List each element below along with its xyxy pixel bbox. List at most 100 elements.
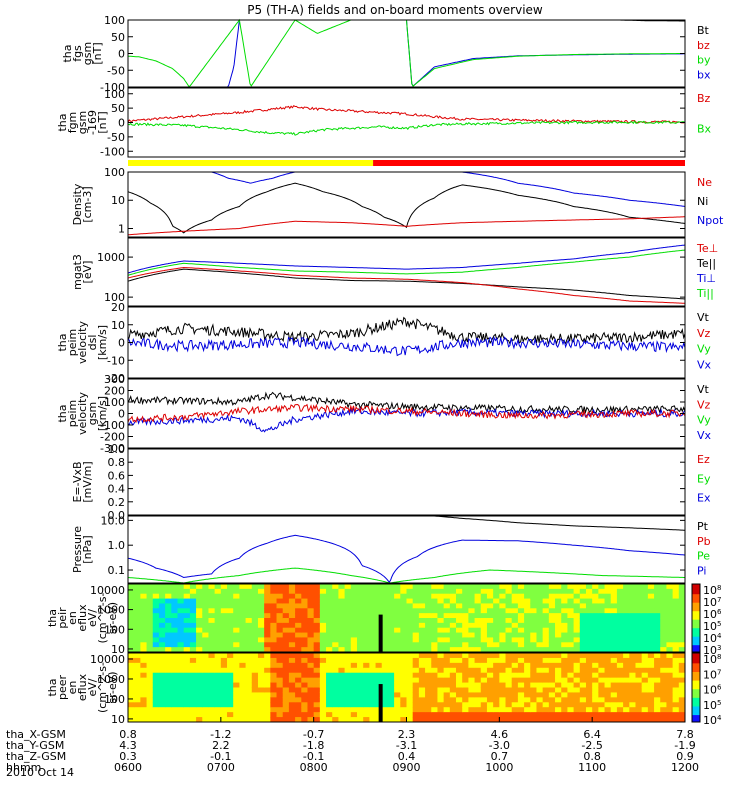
peer-cell (220, 712, 228, 718)
peir-cell (493, 622, 500, 629)
peer-cell (140, 697, 148, 703)
peir-cell (548, 613, 556, 619)
fgs-legend-by: by (697, 54, 711, 67)
peer-cell (517, 697, 525, 703)
peer-cell (499, 677, 507, 684)
peir-cell (598, 613, 606, 619)
xaxis-value: 0.8 (119, 728, 137, 741)
peer-cell (536, 712, 544, 718)
peir-cell (332, 622, 339, 629)
peir-cell (555, 627, 562, 634)
peer-cell (592, 662, 599, 669)
peir-cell (585, 627, 593, 634)
peer-cell (183, 677, 191, 684)
peer-cell (474, 707, 482, 713)
peir-cell (227, 608, 234, 614)
peer-colorbar-cell (692, 685, 700, 688)
peir-cell (616, 598, 624, 604)
peer-cell (363, 687, 370, 693)
peir-cell (282, 627, 290, 634)
peer-cell (326, 662, 333, 669)
peer-cell (672, 687, 680, 693)
peir-cell (585, 584, 593, 590)
peir-cell (245, 647, 253, 653)
peir-cell (183, 647, 191, 653)
peir-cell (678, 647, 686, 653)
peer-cell (567, 697, 575, 703)
peer-cell (604, 712, 612, 718)
peer-cell (654, 717, 661, 723)
peir-cell (573, 642, 581, 648)
peir-cell (418, 622, 426, 629)
peer-cell (412, 677, 420, 684)
peer-cell (134, 653, 141, 659)
peir-cell (270, 622, 278, 629)
peir-cell (400, 627, 407, 634)
peir-cell (592, 647, 599, 653)
peer-cell (499, 667, 507, 674)
peir-cell (474, 618, 482, 624)
peir-cell (282, 608, 290, 614)
peer-cell (573, 672, 581, 679)
peir-cell (530, 613, 537, 619)
peir-cell (480, 647, 488, 653)
peer-cell (542, 692, 550, 698)
peir-cell (171, 618, 179, 624)
peir-cell (641, 584, 649, 590)
peer-cell (239, 717, 247, 723)
peir-cell (369, 622, 377, 629)
peir-cell (220, 593, 228, 600)
peir-cell (363, 613, 370, 619)
xaxis-value: 1100 (578, 761, 606, 774)
peer-cell (542, 717, 550, 723)
peir-cell (295, 637, 302, 643)
peir-cell (660, 632, 667, 638)
peer-cell (128, 692, 135, 698)
peer-colorbar-cell (692, 661, 700, 664)
peer-cell (598, 687, 606, 693)
peir-cell (641, 588, 649, 595)
peir-cell (616, 608, 624, 614)
peir-cell (177, 593, 185, 600)
peir-cell (462, 622, 469, 629)
peir-colorbar-cell (692, 618, 700, 621)
peir-cell (369, 584, 377, 590)
peer-cell (264, 667, 271, 674)
peir-cell (604, 588, 612, 595)
peer-cell (214, 662, 222, 669)
peer-colorbar-cell (692, 690, 700, 694)
peir-cell (152, 588, 160, 595)
peer-cell (276, 662, 284, 669)
peir-cell (140, 632, 148, 638)
peir-cell (542, 618, 550, 624)
peir-cell (678, 593, 686, 600)
peir-cell (394, 632, 401, 638)
peer-cell (270, 667, 278, 674)
peir-colorbar-cell (692, 595, 700, 599)
peir-cell (412, 588, 420, 595)
peer-cell (567, 653, 575, 659)
peir-cell (462, 632, 469, 638)
peer-cell (437, 692, 445, 698)
peir-cell (567, 588, 575, 595)
peer-cell (412, 702, 420, 708)
peer-cell (251, 677, 259, 684)
peer-cell (183, 692, 191, 698)
peir-cell (493, 608, 500, 614)
peer-cell (140, 687, 148, 693)
peer-cell (313, 672, 321, 679)
peer-cell (462, 717, 469, 723)
peir-cell (629, 588, 636, 595)
peer-cell (128, 717, 135, 723)
peir-data-gap (378, 614, 383, 652)
peir-cell (585, 642, 593, 648)
peir-ylabel: tha (46, 609, 59, 627)
efield-ylabel: [mV/m] (81, 461, 94, 502)
peer-cell (598, 707, 606, 713)
peir-cell (128, 647, 135, 653)
peer-cell (641, 677, 649, 684)
peir-cell (307, 627, 315, 634)
peir-cell (647, 603, 655, 609)
peer-cell (326, 692, 333, 698)
peir-cell (480, 598, 488, 604)
